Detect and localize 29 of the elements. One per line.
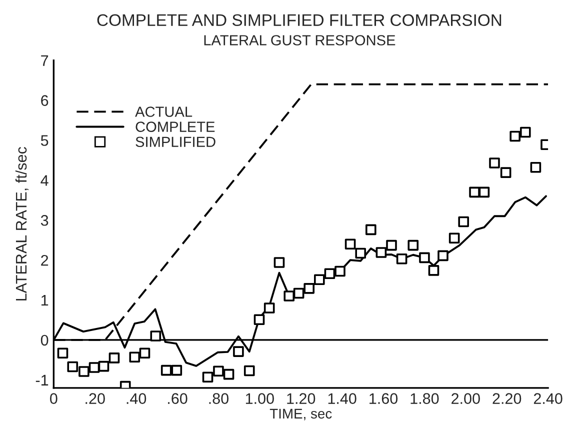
x-tick-label: 2.00 (452, 393, 480, 404)
y-tick-label: 3 (40, 214, 48, 226)
y-axis-title: LATERAL RATE, ft/sec (15, 146, 28, 300)
chart-title: COMPLETE AND SIMPLIFIED FILTER COMPARSION (97, 14, 502, 26)
y-tick-label: 1 (41, 295, 48, 306)
x-tick-label: 2.40 (534, 393, 562, 404)
x-axis-title: TIME, sec (270, 408, 332, 420)
legend-label: ACTUAL (135, 106, 192, 117)
x-tick-label: .80 (209, 393, 228, 404)
y-tick-label: 5 (40, 135, 48, 146)
x-tick-label: .20 (86, 393, 105, 404)
chart-subtitle: LATERAL GUST RESPONSE (204, 35, 396, 46)
y-tick-label: -1 (36, 374, 48, 386)
y-tick-label: 4 (40, 175, 48, 186)
x-tick-label: 1.60 (370, 393, 398, 404)
legend-label: COMPLETE (136, 122, 215, 132)
x-tick-label: 0 (50, 393, 58, 404)
x-tick-label: 1.80 (410, 393, 439, 404)
y-tick-label: 0 (40, 334, 48, 346)
x-tick-label: 1.00 (246, 393, 274, 404)
y-tick-label: 6 (41, 95, 48, 106)
y-tick-label: 7 (41, 55, 48, 66)
x-tick-label: .40 (126, 393, 146, 404)
x-tick-label: 2.20 (492, 393, 522, 404)
x-tick-label: 1.40 (328, 393, 356, 404)
y-tick-label: 2 (41, 254, 48, 266)
legend-label: SIMPLIFIED (136, 136, 216, 148)
x-tick-label: 1.20 (287, 393, 316, 404)
x-tick-label: .60 (168, 393, 188, 404)
